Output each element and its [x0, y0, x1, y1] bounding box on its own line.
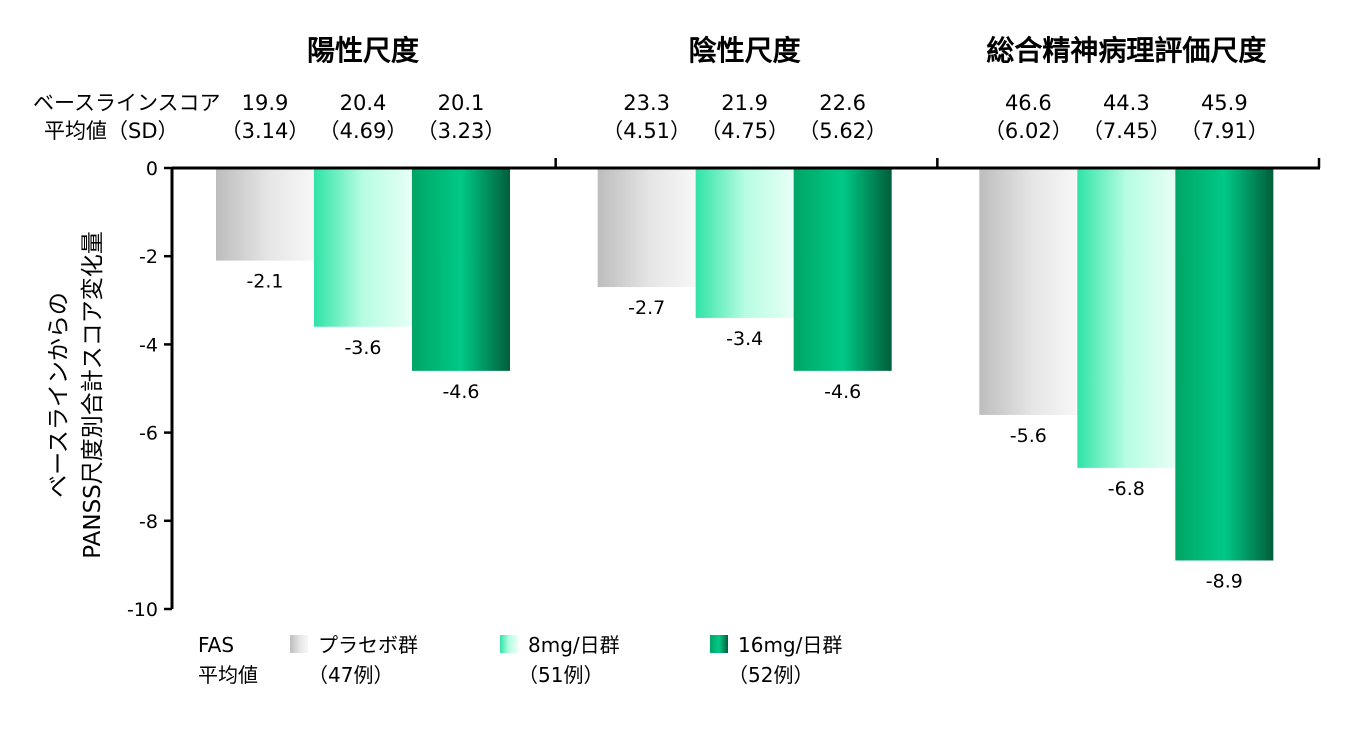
- bar-2-0: [412, 169, 510, 371]
- baseline-mean: 44.3: [1103, 91, 1150, 115]
- value-label: -3.4: [726, 328, 763, 350]
- bar-0-0: [216, 169, 314, 261]
- legend: FAS 平均値 プラセボ群 （47例） 8mg/日群 （51例） 16mg/日群 （52例）: [198, 633, 842, 687]
- bar-2-2: [1175, 169, 1274, 561]
- baseline-sd: （3.14）: [221, 119, 310, 143]
- y-tick-label: -4: [139, 334, 158, 356]
- y-tick-label: -6: [139, 423, 158, 445]
- value-label: -2.7: [628, 297, 665, 319]
- bar-1-0: [314, 169, 412, 327]
- legend-count: （51例）: [518, 663, 603, 687]
- baseline-mean: 22.6: [819, 91, 866, 115]
- baseline-sd: （4.51）: [602, 119, 691, 143]
- baseline-sd: （6.02）: [984, 119, 1073, 143]
- value-label: -3.6: [344, 337, 381, 359]
- bar-0-2: [979, 169, 1078, 415]
- legend-count: （47例）: [308, 663, 393, 687]
- baseline-header-line2: 平均値（SD）: [44, 119, 179, 143]
- group-title: 陰性尺度: [689, 34, 801, 67]
- bar-0-1: [597, 169, 696, 288]
- bar-1-1: [695, 169, 794, 318]
- legend-header-line1: FAS: [198, 633, 234, 657]
- y-tick-label: -2: [139, 246, 158, 268]
- legend-header-line2: 平均値: [198, 663, 258, 687]
- value-label: -4.6: [442, 381, 479, 403]
- y-tick-label: -8: [139, 511, 158, 533]
- y-axis-label-line1: ベースラインからの: [46, 292, 72, 498]
- value-label: -4.6: [824, 381, 861, 403]
- legend-swatch-1: [500, 635, 518, 653]
- baseline-header-line1: ベースラインスコア: [33, 91, 221, 115]
- axes-layer: [164, 158, 1321, 611]
- baseline-sd: （4.75）: [700, 119, 789, 143]
- legend-swatch-2: [710, 635, 728, 653]
- baseline-mean: 21.9: [721, 91, 768, 115]
- baseline-sd: （4.69）: [319, 119, 408, 143]
- baseline-mean: 45.9: [1201, 91, 1248, 115]
- bar-2-1: [793, 169, 892, 371]
- baseline-sd: （7.45）: [1082, 119, 1171, 143]
- legend-count: （52例）: [728, 663, 813, 687]
- bar-1-2: [1077, 169, 1176, 468]
- value-label: -5.6: [1010, 425, 1047, 447]
- baseline-mean: 23.3: [623, 91, 670, 115]
- y-tick-label: -10: [127, 599, 158, 621]
- legend-label: 8mg/日群: [528, 633, 620, 657]
- value-label: -6.8: [1108, 478, 1145, 500]
- labels-layer: 0 -2 -4 -6 -8 -10 陽性尺度 -2.1 19.9 （3.14） -3.6 20.4 （4…: [33, 34, 1269, 621]
- y-axis-label-line2: PANSS尺度別合計スコア変化量: [80, 231, 106, 559]
- legend-swatch-0: [290, 635, 308, 653]
- group-title: 総合精神病理評価尺度: [986, 34, 1266, 67]
- baseline-mean: 20.4: [340, 91, 387, 115]
- value-label: -8.9: [1206, 570, 1243, 592]
- legend-label: 16mg/日群: [738, 633, 842, 657]
- baseline-sd: （7.91）: [1180, 119, 1269, 143]
- baseline-sd: （3.23）: [417, 119, 506, 143]
- group-title: 陽性尺度: [307, 34, 419, 67]
- legend-label: プラセボ群: [318, 633, 418, 657]
- value-label: -2.1: [246, 271, 283, 293]
- y-tick-label: 0: [146, 158, 158, 180]
- baseline-mean: 46.6: [1005, 91, 1052, 115]
- baseline-sd: （5.62）: [798, 119, 887, 143]
- baseline-mean: 20.1: [438, 91, 485, 115]
- baseline-mean: 19.9: [242, 91, 289, 115]
- bars-layer: [216, 169, 1274, 561]
